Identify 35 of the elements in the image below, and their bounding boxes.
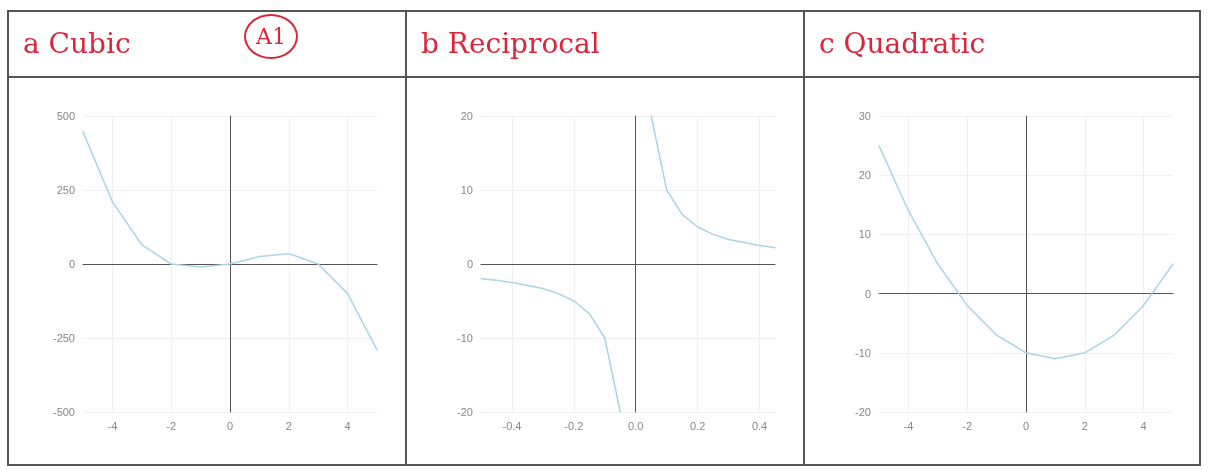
x-tick-label: -2 [166, 419, 177, 432]
y-tick-label: 20 [858, 168, 871, 181]
y-tick-label: 10 [460, 183, 473, 196]
x-tick-label: -4 [903, 419, 914, 432]
x-tick-label: 0.0 [628, 419, 644, 432]
x-tick-label: 4 [344, 419, 351, 432]
x-tick-label: -2 [962, 419, 973, 432]
y-tick-label: -20 [855, 405, 871, 418]
y-tick-label: 10 [858, 228, 871, 241]
y-tick-label: 0 [466, 257, 473, 270]
y-tick-label: -250 [52, 331, 75, 344]
x-tick-label: 0 [226, 419, 234, 432]
y-tick-label: -20 [457, 405, 473, 418]
y-tick-label: -10 [457, 331, 473, 344]
text: A1 [244, 14, 298, 59]
y-tick-label: 0 [864, 287, 871, 300]
chart-title: a Cubic [23, 27, 131, 61]
y-tick-label: -10 [855, 346, 871, 359]
x-tick-label: 0.4 [751, 419, 768, 432]
y-tick-label: 0 [68, 257, 75, 270]
x-tick-label: -0.2 [564, 419, 584, 432]
chart-title: c Quadratic [819, 27, 986, 61]
y-tick-label: 500 [56, 109, 75, 122]
x-tick-label: -0.4 [502, 419, 522, 432]
y-tick-label: 250 [56, 183, 75, 196]
x-tick-label: 2 [1081, 419, 1088, 432]
y-tick-label: 30 [858, 109, 871, 122]
x-tick-label: 2 [285, 419, 292, 432]
x-tick-label: -4 [107, 419, 118, 432]
x-tick-label: 0.2 [689, 419, 706, 432]
y-tick-label: 20 [460, 109, 473, 122]
x-tick-label: 0 [1022, 419, 1030, 432]
chart-title: b Reciprocal [421, 27, 600, 61]
x-tick-label: 4 [1140, 419, 1147, 432]
y-tick-label: -500 [52, 405, 75, 418]
